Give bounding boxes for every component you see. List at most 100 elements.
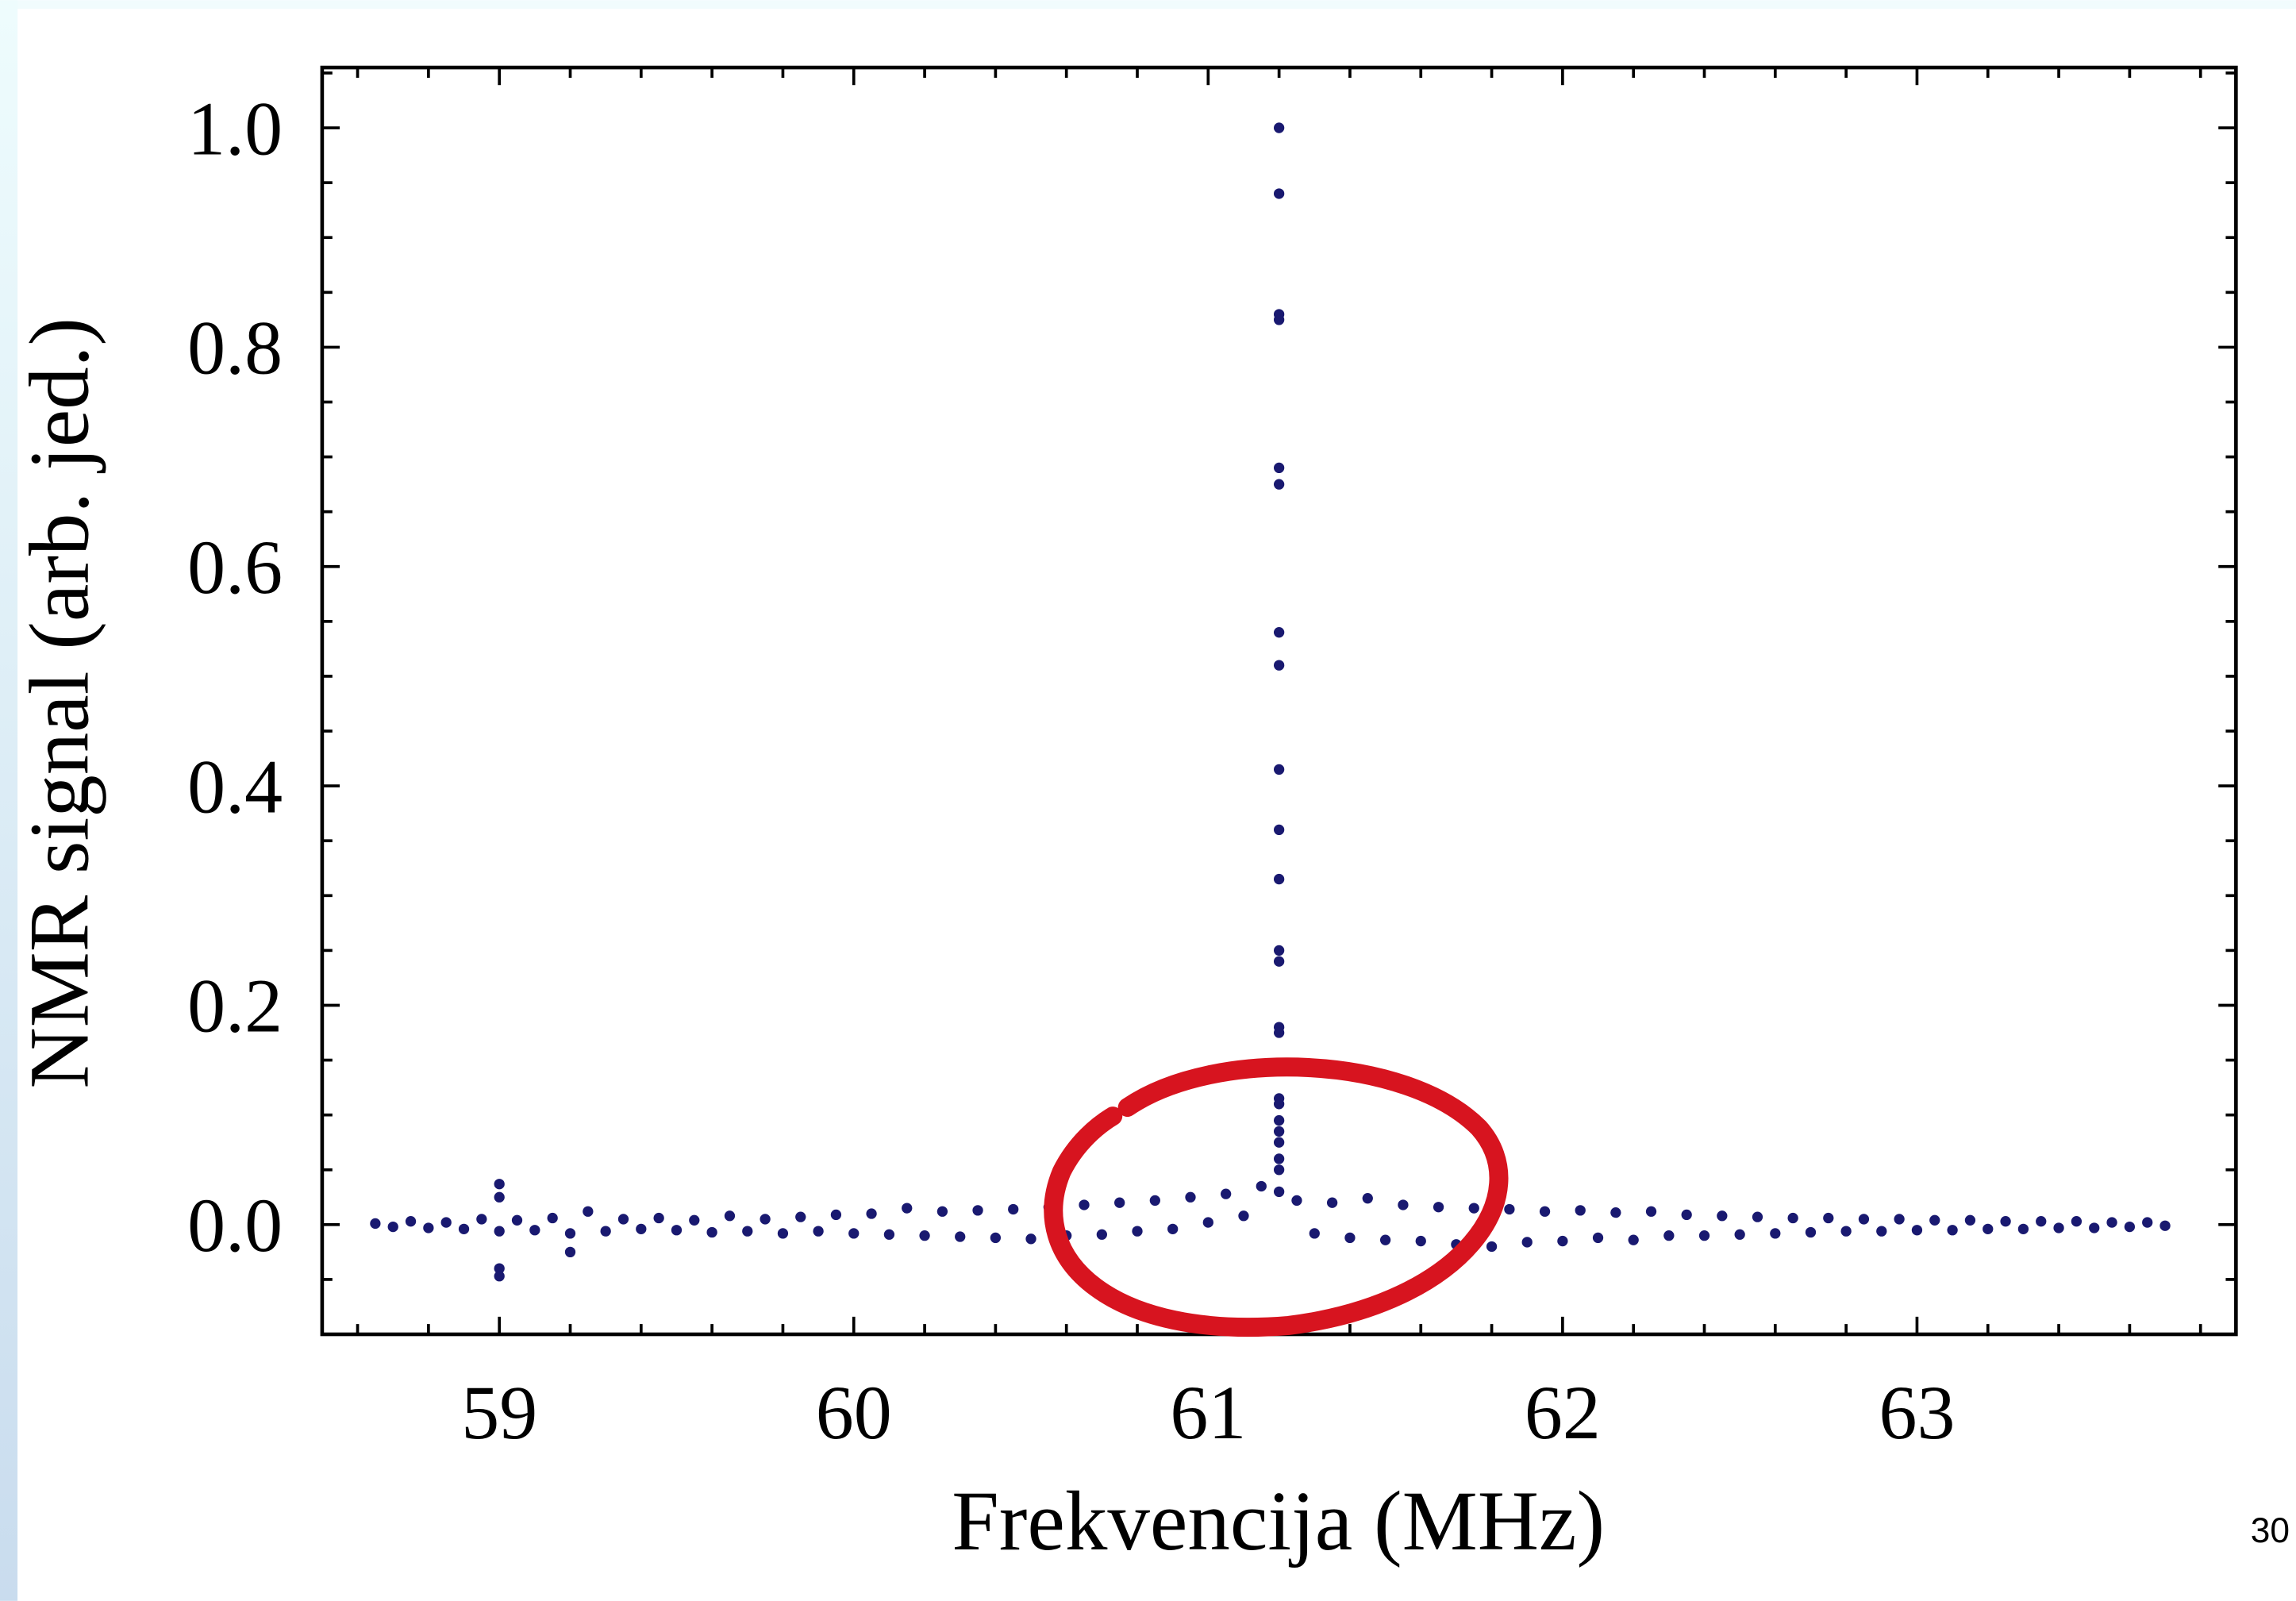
data-point (1149, 1195, 1160, 1207)
data-point (1114, 1197, 1125, 1208)
data-point (583, 1206, 594, 1217)
data-point (883, 1229, 895, 1240)
data-point (1876, 1226, 1887, 1237)
data-point (813, 1226, 824, 1237)
data-point (494, 1179, 505, 1190)
data-point (1486, 1241, 1498, 1253)
data-point (564, 1246, 576, 1258)
data-point (1628, 1234, 1639, 1245)
data-point (494, 1191, 505, 1203)
slide-body (17, 9, 2296, 1601)
data-point (1273, 122, 1285, 133)
data-point (1256, 1180, 1267, 1192)
data-point (1273, 945, 1285, 956)
data-point (902, 1203, 913, 1214)
highlight-circle (1044, 1057, 1509, 1337)
data-point (990, 1232, 1002, 1244)
data-point (1415, 1235, 1426, 1247)
data-point (1894, 1214, 1905, 1225)
slide-edge (0, 0, 18, 1601)
data-point (458, 1223, 470, 1235)
data-point (547, 1212, 558, 1224)
data-point (1273, 462, 1285, 474)
data-point (1698, 1230, 1710, 1241)
y-tick-label: 1.0 (187, 87, 283, 171)
data-point (494, 1226, 505, 1237)
data-point (1840, 1226, 1852, 1237)
data-point (848, 1228, 860, 1239)
data-point (1521, 1237, 1533, 1248)
data-point (529, 1225, 540, 1236)
data-point (1663, 1230, 1675, 1241)
data-point (919, 1230, 930, 1241)
data-point (511, 1214, 523, 1226)
data-point (1273, 479, 1285, 490)
data-point (1645, 1206, 1657, 1217)
data-point (2036, 1216, 2047, 1227)
data-point (1273, 1186, 1285, 1198)
data-point (1610, 1207, 1621, 1218)
data-point (1911, 1225, 1923, 1236)
x-axis-label: Frekvencija (MHz) (952, 1475, 1605, 1568)
data-point (2142, 1217, 2153, 1228)
data-point (706, 1226, 717, 1238)
y-tick-label: 0.8 (187, 306, 283, 391)
data-point (653, 1212, 664, 1224)
data-point (636, 1223, 647, 1235)
data-point (1273, 1126, 1285, 1137)
data-point (1273, 824, 1285, 836)
data-point (1398, 1199, 1409, 1210)
data-point (760, 1214, 771, 1225)
x-tick-label: 62 (1525, 1371, 1601, 1455)
data-point (1309, 1228, 1320, 1239)
data-point (1185, 1191, 1196, 1203)
data-point (2159, 1220, 2171, 1231)
data-point (1079, 1199, 1090, 1210)
data-point (1539, 1206, 1551, 1217)
data-point (1273, 1153, 1285, 1164)
data-point (1964, 1214, 1976, 1226)
data-point (689, 1214, 700, 1226)
data-point (1221, 1188, 1232, 1199)
data-point (370, 1218, 381, 1230)
data-point (1273, 660, 1285, 671)
data-point (1575, 1205, 1586, 1216)
y-axis-label: NMR signal (arb. jed.) (13, 318, 107, 1089)
data-point (2053, 1222, 2064, 1233)
y-tick-label: 0.0 (187, 1183, 283, 1268)
data-point (1468, 1203, 1479, 1214)
y-tick-label: 0.2 (187, 964, 283, 1049)
data-point (1592, 1232, 1604, 1244)
data-point (1273, 873, 1285, 885)
data-point (777, 1228, 789, 1239)
data-point (1681, 1209, 1692, 1221)
data-point (1167, 1223, 1179, 1235)
data-point (2017, 1223, 2029, 1235)
data-point (866, 1208, 877, 1219)
data-point (2089, 1222, 2100, 1233)
data-point (2124, 1221, 2136, 1233)
data-point (1717, 1210, 1728, 1222)
data-point (1504, 1203, 1515, 1215)
data-point (1273, 1164, 1285, 1176)
data-point (1823, 1212, 1834, 1224)
data-point (423, 1222, 434, 1233)
data-point (600, 1226, 611, 1237)
data-point (1326, 1197, 1338, 1208)
data-point (1362, 1193, 1373, 1204)
data-point (1273, 764, 1285, 775)
data-point (1983, 1223, 1994, 1235)
data-point (440, 1217, 452, 1228)
data-point (387, 1221, 398, 1233)
x-tick-label: 61 (1170, 1371, 1246, 1455)
data-point (936, 1206, 948, 1217)
data-point (830, 1209, 842, 1221)
page-number: 30 (2251, 1511, 2290, 1550)
data-point (1929, 1214, 1940, 1226)
data-point (1273, 314, 1285, 325)
data-point (1273, 956, 1285, 967)
data-point (1734, 1229, 1745, 1240)
data-point (1805, 1226, 1817, 1238)
data-point (1025, 1233, 1036, 1245)
